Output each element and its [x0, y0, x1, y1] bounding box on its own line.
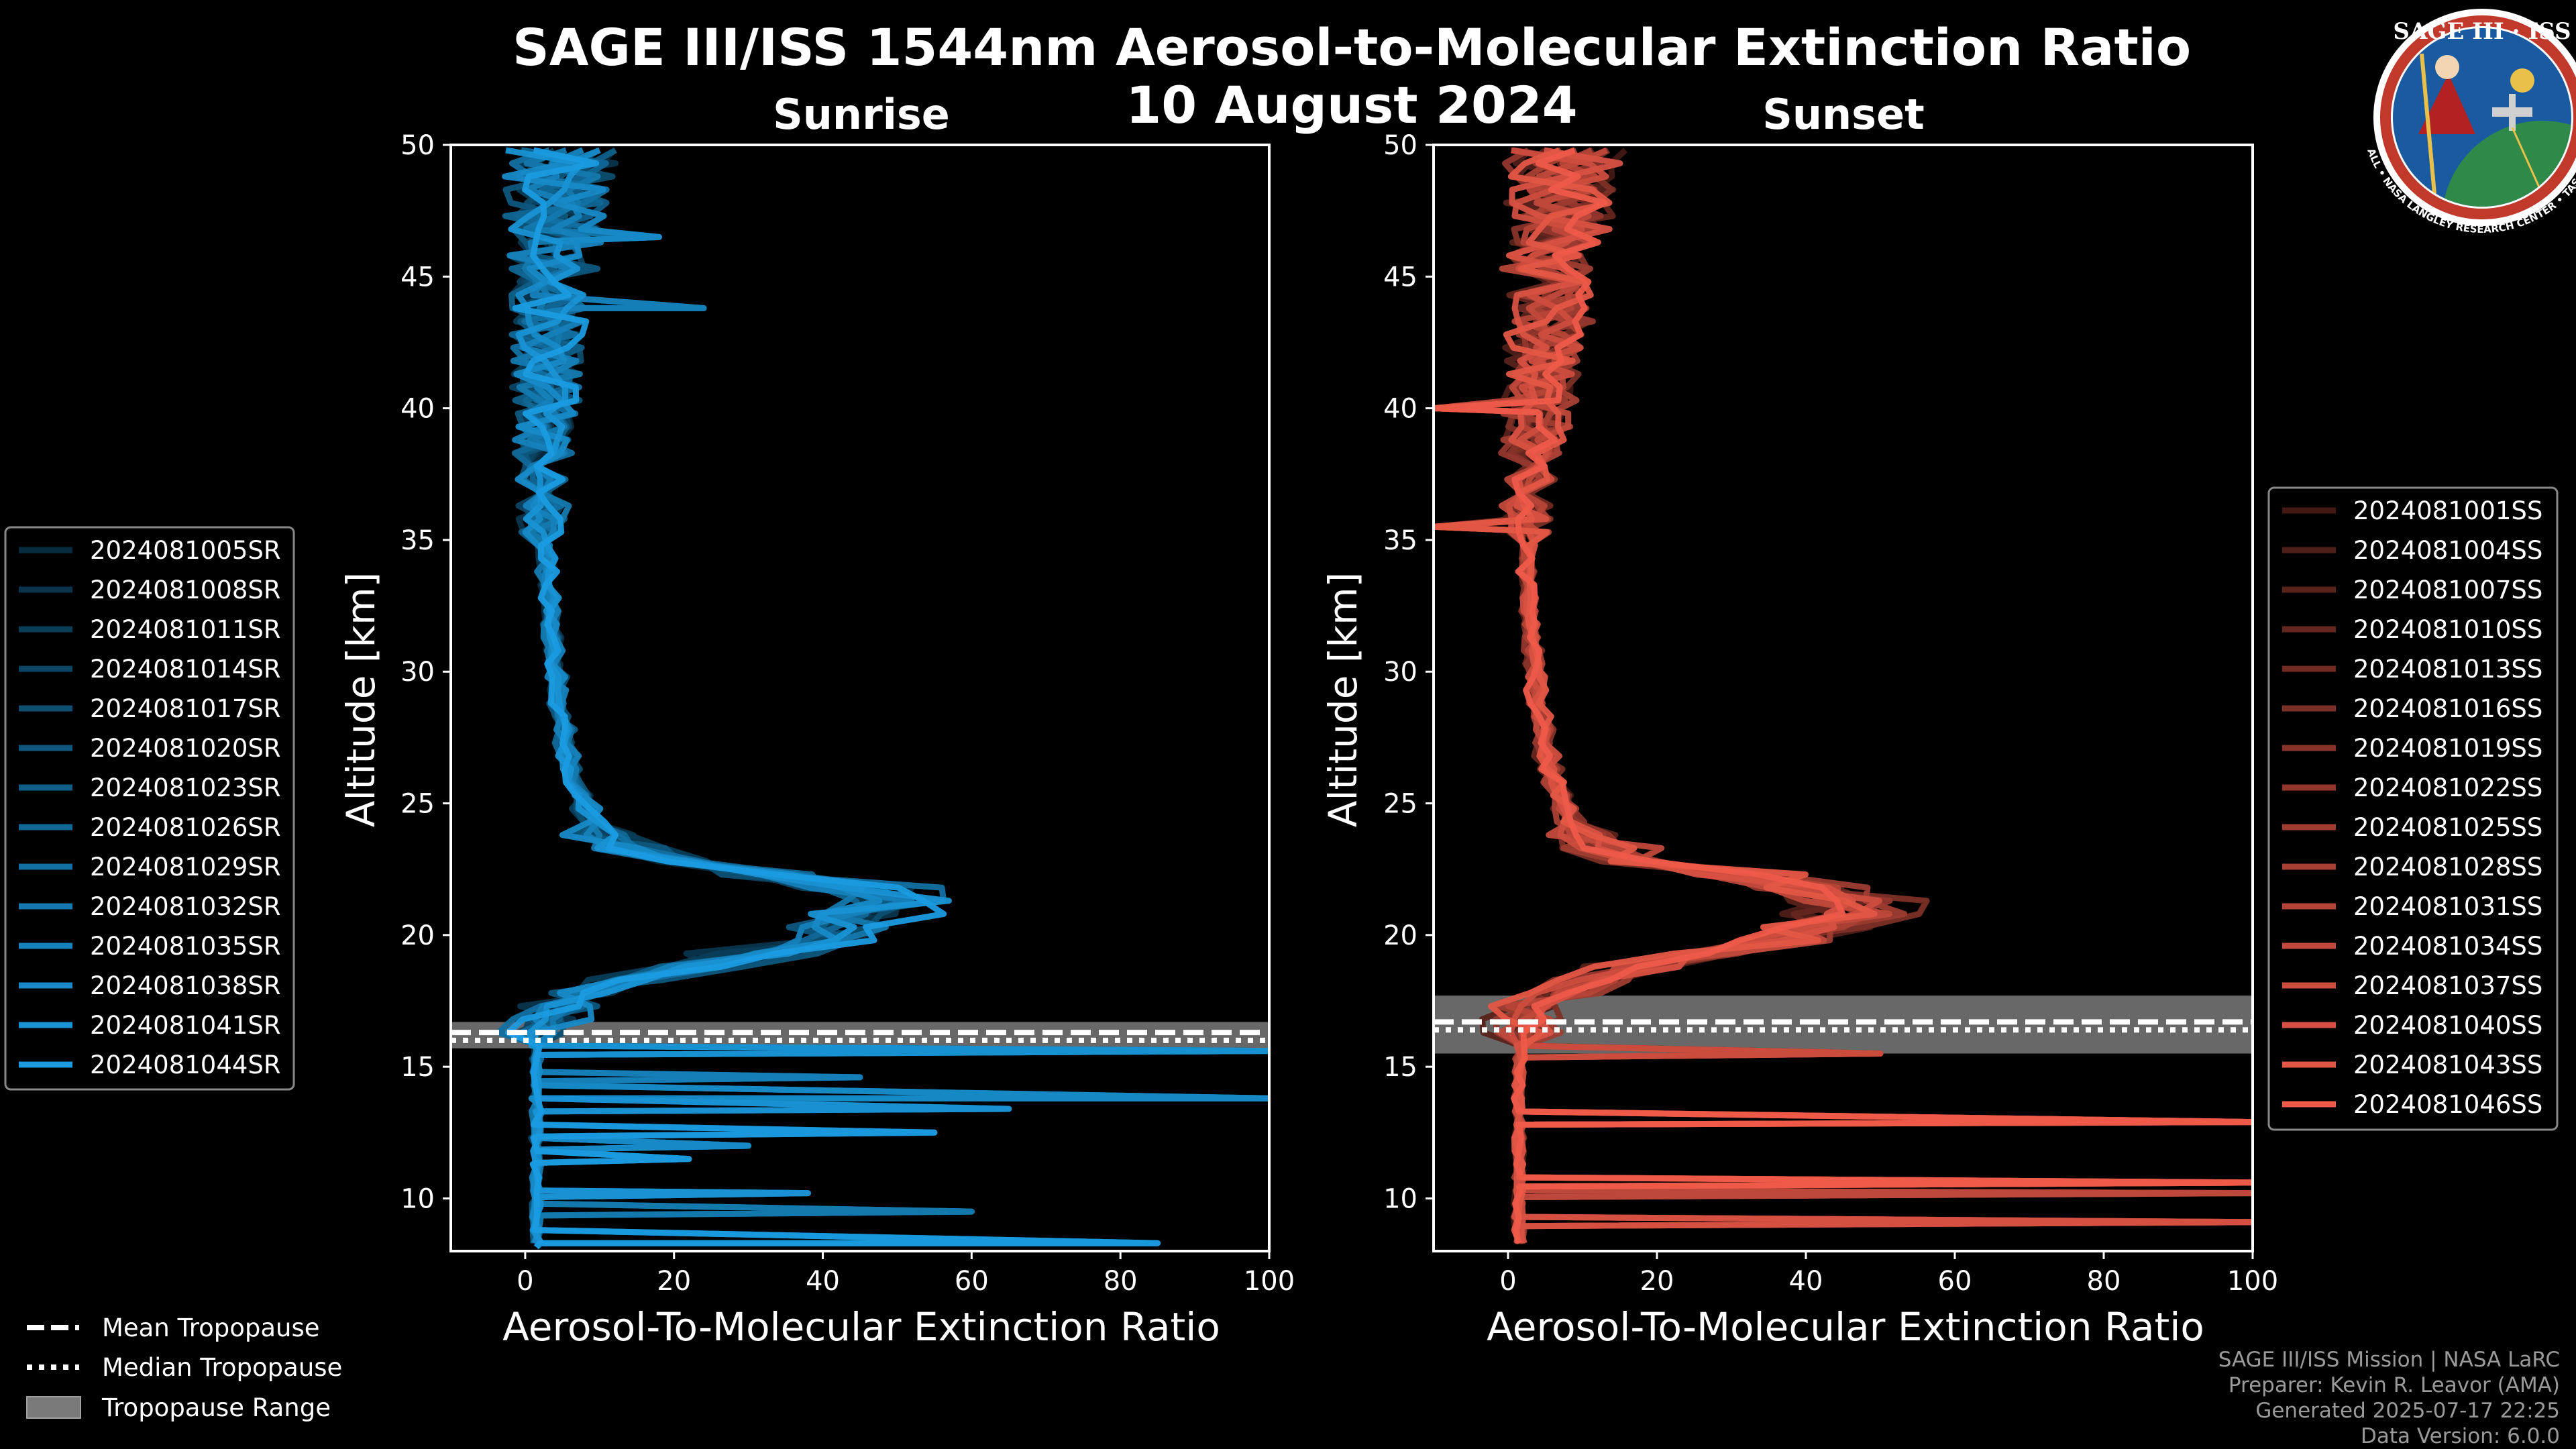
mean-tropopause-label: Mean Tropopause: [102, 1313, 320, 1342]
legend-label-2024081007SS: 2024081007SS: [2353, 576, 2542, 604]
sunset-ytick-label: 30: [1383, 657, 1417, 688]
sunset-legend: 2024081001SS 2024081004SS 2024081007SS 2024…: [2267, 486, 2559, 1131]
legend-label-2024081013SS: 2024081013SS: [2353, 655, 2542, 684]
sunrise-ytick-label: 40: [400, 394, 435, 425]
sunrise-ytick-label: 25: [400, 789, 435, 820]
sunrise-ytick-label: 20: [400, 920, 435, 951]
sunrise-ytick-label: 50: [400, 130, 435, 161]
sunset-axes-frame: [1432, 144, 2254, 1252]
legend-label-2024081029SR: 2024081029SR: [90, 853, 281, 881]
chart-subtitle: 10 August 2024: [1126, 75, 1577, 135]
sunrise-ytick-label: 10: [400, 1183, 435, 1214]
sunrise-ytick-label: 15: [400, 1052, 435, 1083]
sunrise-xtick-label: 40: [806, 1266, 840, 1297]
legend-label-2024081031SS: 2024081031SS: [2353, 892, 2542, 921]
tropopause-legend: Mean Tropopause Median Tropopause Tropop…: [26, 1313, 342, 1422]
legend-label-2024081044SR: 2024081044SR: [90, 1051, 281, 1079]
sunset-xtick-label: 20: [1640, 1266, 1674, 1297]
sunrise-axes-frame: [449, 144, 1271, 1252]
sunset-ytick-label: 25: [1383, 789, 1417, 820]
credit-generated: Generated 2025-07-17 22:25: [2255, 1399, 2560, 1423]
sunset-panel: Sunset 0 20 40 60 80 100 10 15 20 25 30 35 40 45 50 Ae…: [1320, 90, 2278, 1350]
logo-title: SAGE III · ISS: [2393, 18, 2571, 45]
sunrise-ytick-label: 35: [400, 525, 435, 556]
credit-data-version: Data Version: 6.0.0: [2361, 1424, 2560, 1448]
legend-label-2024081038SR: 2024081038SR: [90, 971, 281, 1000]
legend-label-2024081014SR: 2024081014SR: [90, 655, 281, 684]
legend-label-2024081034SS: 2024081034SS: [2353, 932, 2542, 961]
sunset-ytick-label: 50: [1383, 130, 1417, 161]
legend-label-2024081010SS: 2024081010SS: [2353, 615, 2542, 644]
series-line-2024081046SS: [1434, 147, 2253, 1244]
sunset-xtick-label: 80: [2087, 1266, 2121, 1297]
legend-label-2024081025SS: 2024081025SS: [2353, 813, 2542, 842]
sunrise-title: Sunrise: [773, 90, 950, 139]
legend-label-2024081035SR: 2024081035SR: [90, 932, 281, 961]
legend-label-2024081022SS: 2024081022SS: [2353, 773, 2542, 802]
sunrise-xtick-label: 80: [1104, 1266, 1138, 1297]
legend-label-2024081032SR: 2024081032SR: [90, 892, 281, 921]
legend-label-2024081008SR: 2024081008SR: [90, 576, 281, 604]
legend-label-2024081020SR: 2024081020SR: [90, 734, 281, 763]
sunrise-xtick-label: 100: [1244, 1266, 1295, 1297]
sunset-xtick-label: 0: [1499, 1266, 1516, 1297]
legend-label-2024081001SS: 2024081001SS: [2353, 496, 2542, 525]
legend-label-2024081005SR: 2024081005SR: [90, 536, 281, 565]
credit-preparer: Preparer: Kevin R. Leavor (AMA): [2229, 1373, 2560, 1397]
legend-label-2024081017SR: 2024081017SR: [90, 694, 281, 723]
sunset-title: Sunset: [1762, 90, 1925, 139]
sunrise-panel: Sunrise 0 20 40 60 80 100 10 15 20 25 30 35 40 45 50 A…: [338, 90, 1295, 1350]
legend-label-2024081028SS: 2024081028SS: [2353, 853, 2542, 881]
tropopause-range-swatch: [26, 1396, 81, 1419]
legend-label-2024081011SR: 2024081011SR: [90, 615, 281, 644]
legend-label-2024081004SS: 2024081004SS: [2353, 536, 2542, 565]
sunset-xtick-label: 100: [2227, 1266, 2278, 1297]
legend-label-2024081016SS: 2024081016SS: [2353, 694, 2542, 723]
sunrise-ytick-label: 30: [400, 657, 435, 688]
sunset-ytick-label: 45: [1383, 262, 1417, 292]
legend-label-2024081041SR: 2024081041SR: [90, 1011, 281, 1040]
sunrise-xtick-label: 0: [517, 1266, 533, 1297]
sunset-ytick-label: 40: [1383, 394, 1417, 425]
chart-title: SAGE III/ISS 1544nm Aerosol-to-Molecular…: [513, 17, 2191, 77]
sunrise-ytick-label: 45: [400, 262, 435, 292]
median-tropopause-label: Median Tropopause: [102, 1353, 342, 1382]
sunset-ylabel: Altitude [km]: [1320, 572, 1366, 827]
sunrise-xtick-label: 20: [657, 1266, 691, 1297]
tropopause-range-label: Tropopause Range: [101, 1393, 331, 1422]
credits: SAGE III/ISS Mission | NASA LaRC Prepare…: [2218, 1348, 2560, 1448]
sunset-xlabel: Aerosol-To-Molecular Extinction Ratio: [1487, 1304, 2204, 1350]
legend-label-2024081037SS: 2024081037SS: [2353, 971, 2542, 1000]
legend-label-2024081026SR: 2024081026SR: [90, 813, 281, 842]
legend-label-2024081023SR: 2024081023SR: [90, 773, 281, 802]
legend-label-2024081046SS: 2024081046SS: [2353, 1090, 2542, 1119]
sunrise-legend: 2024081005SR 2024081008SR 2024081011SR 2024…: [4, 526, 295, 1091]
legend-label-2024081019SS: 2024081019SS: [2353, 734, 2542, 763]
sunset-ytick-label: 10: [1383, 1183, 1417, 1214]
legend-label-2024081040SS: 2024081040SS: [2353, 1011, 2542, 1040]
sunrise-ylabel: Altitude [km]: [338, 572, 384, 827]
series-line-2024081044SR: [505, 147, 1161, 1250]
sunset-ytick-label: 20: [1383, 920, 1417, 951]
sunrise-xlabel: Aerosol-To-Molecular Extinction Ratio: [502, 1304, 1220, 1350]
legend-label-2024081043SS: 2024081043SS: [2353, 1051, 2542, 1079]
sunset-ytick-label: 15: [1383, 1052, 1417, 1083]
sunrise-xtick-label: 60: [955, 1266, 989, 1297]
sunset-ytick-label: 35: [1383, 525, 1417, 556]
sunset-xtick-label: 60: [1938, 1266, 1972, 1297]
credit-mission: SAGE III/ISS Mission | NASA LaRC: [2218, 1348, 2560, 1372]
sunset-xtick-label: 40: [1789, 1266, 1823, 1297]
series-line-2024081043SS: [1434, 147, 2253, 1244]
